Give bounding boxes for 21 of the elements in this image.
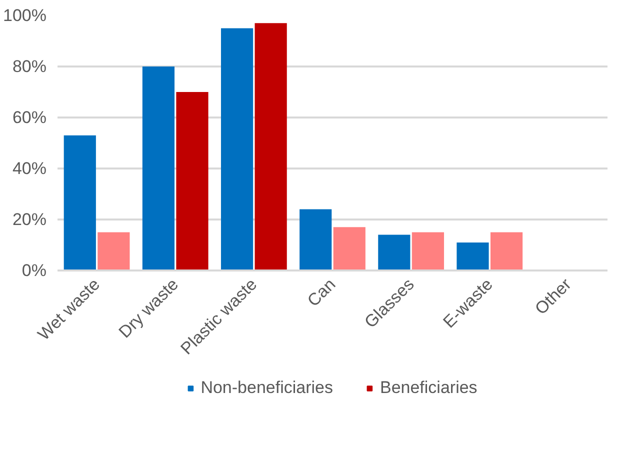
bar [412, 232, 444, 270]
y-tick-label: 60% [12, 108, 47, 127]
bar [333, 227, 366, 270]
bar [490, 232, 523, 270]
bar [98, 232, 130, 270]
y-tick-label: 80% [12, 57, 47, 76]
y-tick-label: 100% [3, 6, 47, 25]
legend-label: Beneficiaries [380, 378, 478, 398]
bar [142, 66, 175, 270]
bar [220, 28, 254, 270]
y-tick-label: 40% [12, 159, 47, 178]
bar [176, 92, 208, 270]
legend-label: Non-beneficiaries [200, 378, 333, 398]
bar [300, 209, 332, 270]
y-tick-label: 20% [12, 210, 47, 229]
bar [254, 23, 287, 270]
bar [378, 234, 410, 270]
bar [64, 135, 96, 270]
bar [456, 242, 489, 270]
y-tick-label: 0% [22, 261, 47, 280]
x-tick-label: Can [304, 274, 340, 310]
